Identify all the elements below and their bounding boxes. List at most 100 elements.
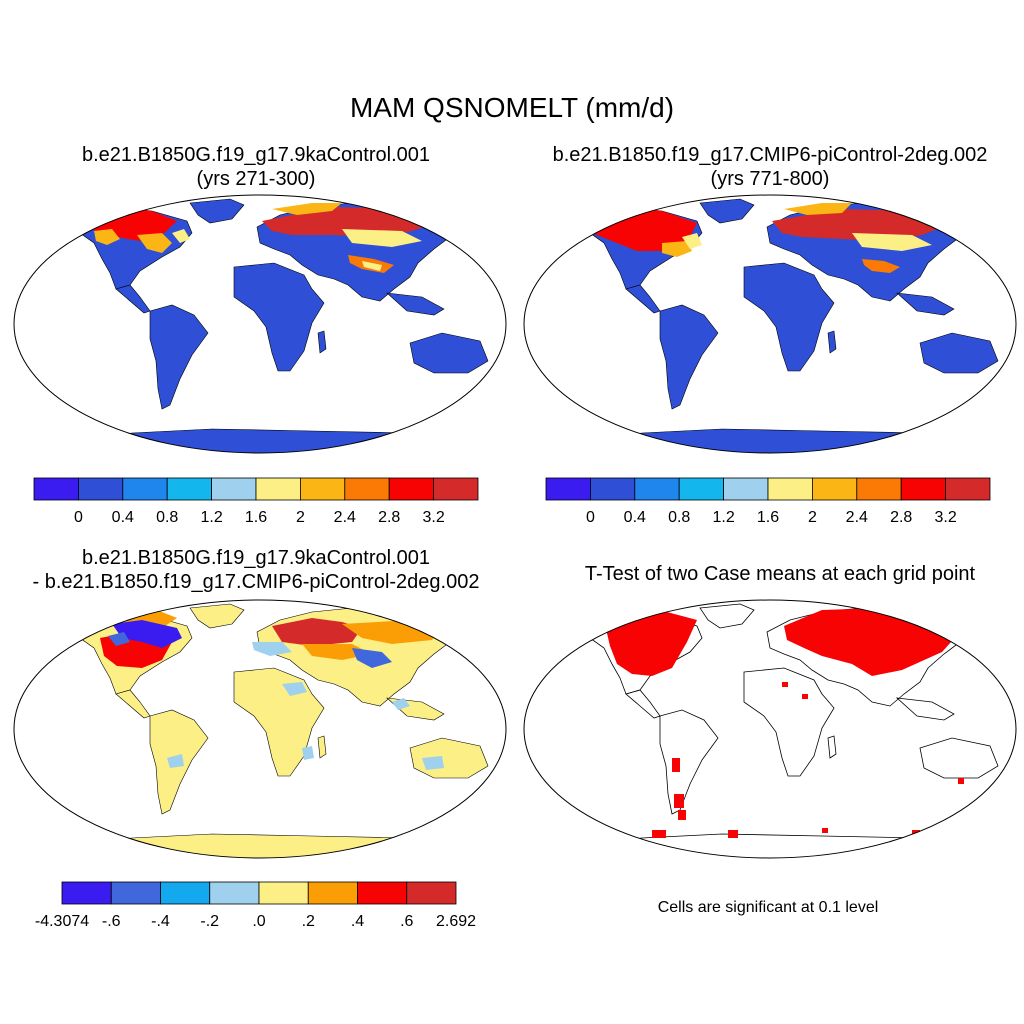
colorbar-tick-label: .0 — [252, 913, 265, 930]
greenland-landmass — [189, 603, 245, 629]
se-asia-landmass — [895, 697, 955, 721]
colorbar-swatch — [209, 881, 260, 905]
colorbar-tick-label: 3.2 — [934, 509, 956, 526]
greenland-landmass — [699, 198, 755, 224]
central-america-landmass — [115, 284, 151, 314]
colorbar-tick-label: 0 — [74, 509, 83, 526]
panel3-title: b.e21.B1850G.f19_g17.9kaControl.001 - b.… — [0, 546, 512, 594]
new-zealand-landmass — [1005, 364, 1015, 384]
se-asia-landmass — [896, 292, 955, 316]
central-america-landmass — [625, 689, 661, 719]
africa-landmass — [233, 262, 325, 372]
colorbar-swatch — [723, 477, 769, 501]
colorbar-tick-label: 2 — [808, 509, 817, 526]
colorbar-swatch — [388, 477, 435, 501]
greenland-landmass — [189, 198, 245, 224]
antarctica-landmass — [541, 833, 1016, 858]
map-panel-1 — [13, 194, 507, 454]
panel2-title: b.e21.B1850.f19_g17.CMIP6-piControl-2deg… — [512, 143, 1024, 191]
map-frame — [13, 194, 507, 454]
colorbar-panel-2: 0 0.4 0.8 1.2 1.6 2 2.4 2.8 3.2 — [545, 477, 991, 526]
colorbar-swatch — [307, 881, 358, 905]
panel4-title: T-Test of two Case means at each grid po… — [584, 563, 976, 585]
colorbar-tick-label: 0 — [586, 509, 595, 526]
colorbar-swatch — [590, 477, 636, 501]
colorbar-swatch — [255, 477, 301, 501]
new-zealand-landmass — [1005, 769, 1015, 789]
colorbar-tick-label: .6 — [400, 913, 413, 930]
land-layer — [541, 603, 1016, 858]
madagascar-landmass — [827, 735, 837, 759]
colorbar-swatch — [811, 477, 858, 501]
antarctica-landmass — [31, 428, 506, 453]
colorbar-swatch — [634, 477, 680, 501]
colorbar-tick-label: -4.3074 — [35, 913, 89, 930]
colorbar-swatch — [160, 881, 211, 905]
colorbar-panel-1: 0 0.4 0.8 1.2 1.6 2 2.4 2.8 3.2 — [33, 477, 479, 526]
africa-landmass — [233, 667, 325, 777]
colorbar-tick-label: .4 — [351, 913, 364, 930]
antarctica-landmass — [31, 833, 506, 858]
land-layer — [541, 198, 1016, 453]
colorbar-tick-label: -.4 — [151, 913, 170, 930]
colorbar-swatch — [258, 881, 309, 905]
africa-landmass — [743, 667, 835, 777]
colorbar-swatch — [110, 881, 161, 905]
colorbar-swatch — [78, 477, 124, 501]
colorbar-tick-label: 1.6 — [245, 509, 267, 526]
colorbar-tick-label: 3.2 — [422, 509, 444, 526]
map-frame — [523, 599, 1017, 859]
colorbar-swatch — [33, 477, 79, 501]
madagascar-landmass — [317, 330, 327, 354]
colorbar-tick-label: 2.8 — [890, 509, 912, 526]
south-america-landmass — [659, 304, 719, 410]
panel1-title-line2: (yrs 271-300) — [196, 168, 316, 190]
colorbar-tick-label: -.6 — [102, 913, 121, 930]
australia-landmass — [409, 737, 489, 779]
map-panel-4 — [523, 599, 1017, 859]
colorbar-tick-label: 1.2 — [712, 509, 734, 526]
colorbar-tick-label: 1.2 — [200, 509, 222, 526]
colorbar-swatch — [433, 477, 479, 501]
colorbar-swatch — [406, 881, 457, 905]
colorbar-tick-label: .2 — [302, 913, 315, 930]
colorbar-tick-label: 2 — [296, 509, 305, 526]
significance-note: Cells are significant at 0.1 level — [657, 899, 879, 916]
colorbar-swatch — [545, 477, 591, 501]
antarctica-landmass — [541, 428, 1016, 453]
snowmelt-hotspots — [582, 203, 952, 273]
colorbar-tick-label: 0.4 — [112, 509, 134, 526]
se-asia-landmass — [386, 292, 445, 316]
map-frame — [13, 599, 507, 859]
colorbar-swatch — [61, 881, 112, 905]
significant-cells — [602, 608, 964, 838]
colorbar-panel-3: -4.3074 -.6 -.4 -.2 .0 .2 .4 .6 2.692 — [35, 881, 476, 930]
map-panel-2 — [523, 194, 1017, 454]
colorbar-tick-label: 0.4 — [624, 509, 646, 526]
land-layer — [31, 198, 506, 453]
colorbar-swatch — [344, 477, 390, 501]
colorbar-tick-label: 2.692 — [436, 913, 476, 930]
panel3-title-line1: b.e21.B1850G.f19_g17.9kaControl.001 — [81, 547, 431, 569]
panel2-title-line2: (yrs 771-800) — [710, 168, 830, 190]
colorbar-swatch — [678, 477, 724, 501]
main-title: MAM QSNOMELT (mm/d) — [349, 92, 675, 123]
colorbar-swatch — [299, 477, 346, 501]
colorbar-tick-label: 2.4 — [846, 509, 868, 526]
colorbar-tick-label: 2.8 — [378, 509, 400, 526]
central-america-landmass — [115, 689, 151, 719]
south-america-landmass — [659, 709, 719, 815]
colorbar-swatch — [945, 477, 991, 501]
colorbar-swatch — [211, 477, 257, 501]
colorbar-tick-label: -.2 — [200, 913, 219, 930]
australia-landmass — [919, 737, 999, 779]
panel1-title-line1: b.e21.B1850G.f19_g17.9kaControl.001 — [81, 144, 431, 166]
australia-landmass — [409, 332, 489, 374]
colorbar-swatch — [122, 477, 168, 501]
greenland-landmass — [699, 603, 755, 629]
panel2-title-line1: b.e21.B1850.f19_g17.CMIP6-piControl-2deg… — [552, 144, 988, 166]
colorbar-tick-label: 0.8 — [668, 509, 690, 526]
colorbar-swatch — [767, 477, 813, 501]
colorbar-swatch — [166, 477, 212, 501]
land-layer — [31, 603, 506, 858]
